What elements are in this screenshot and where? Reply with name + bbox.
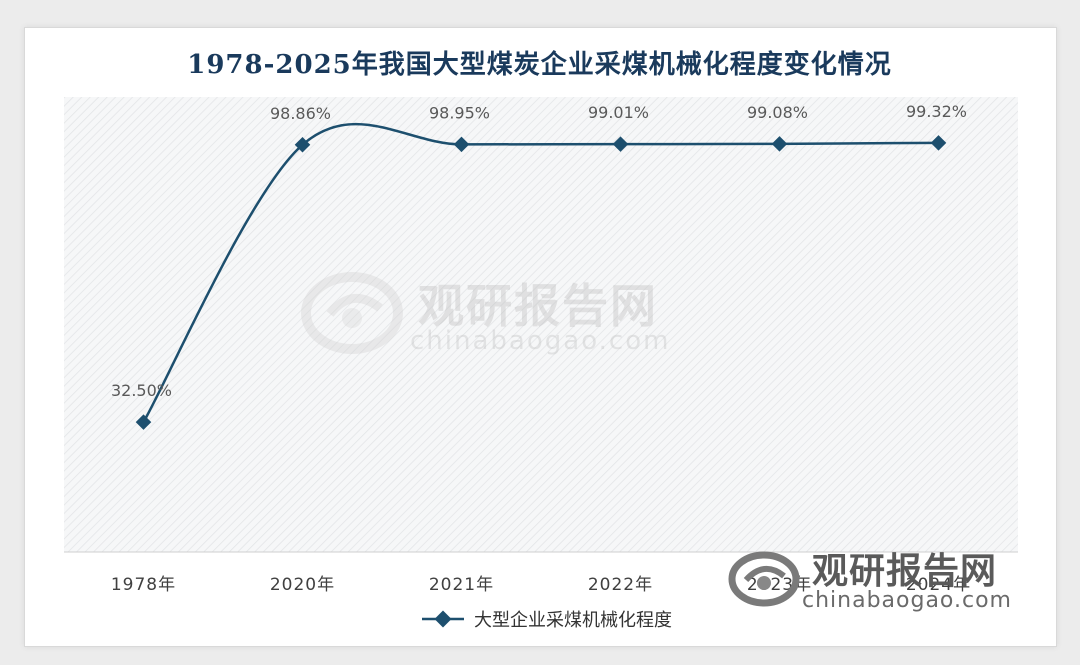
data-label-layer: 32.50% 98.86% 98.95% 99.01% 99.08% 99.32%	[111, 102, 967, 400]
x-tick-layer: 1978年 2020年 2021年 2022年 2023年 2024年	[111, 575, 971, 595]
data-point-marker	[135, 414, 152, 430]
corner-watermark-site: chinabaogao.com	[802, 588, 1012, 613]
data-point-marker	[294, 136, 311, 153]
legend-label: 大型企业采煤机械化程度	[474, 610, 672, 631]
legend: 大型企业采煤机械化程度	[420, 606, 672, 632]
corner-watermark-brand: 观研报告网	[812, 551, 998, 592]
data-label: 98.95%	[429, 103, 490, 122]
data-point-marker	[612, 136, 629, 152]
x-tick-label: 2020年	[270, 575, 335, 595]
data-label: 98.86%	[270, 104, 331, 123]
data-point-marker	[453, 136, 470, 153]
x-tick-label: 1978年	[111, 575, 176, 595]
corner-logo-icon	[728, 551, 800, 607]
center-watermark: 观研报告网 chinabaogao.com	[300, 268, 700, 368]
series-layer	[135, 122, 947, 430]
watermark-brand: 观研报告网	[418, 279, 658, 333]
data-label: 32.50%	[111, 381, 172, 400]
x-tick-label: 2021年	[429, 575, 494, 595]
chart-title: 1978-2025年我国大型煤炭企业采煤机械化程度变化情况	[187, 50, 892, 80]
data-label: 99.32%	[906, 102, 967, 121]
data-label: 99.08%	[747, 103, 808, 122]
plot-area	[64, 97, 1018, 552]
corner-watermark: 观研报告网 chinabaogao.com	[728, 540, 1018, 620]
brand-logo-icon	[301, 272, 403, 354]
data-label: 99.01%	[588, 103, 649, 122]
data-point-marker	[930, 135, 947, 151]
watermark-site: chinabaogao.com	[410, 326, 671, 356]
data-point-marker	[771, 136, 788, 152]
legend-marker-icon	[422, 610, 464, 628]
x-tick-label: 2024年	[906, 575, 971, 595]
x-tick-label: 2022年	[588, 575, 653, 595]
